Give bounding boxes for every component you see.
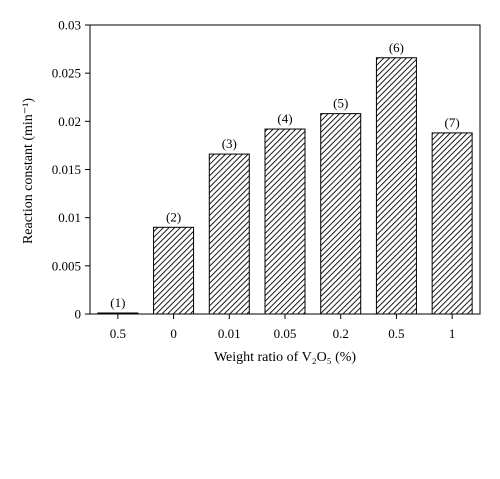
y-axis-title: Reaction constant (min⁻¹) <box>21 98 36 244</box>
y-tick-label: 0.015 <box>52 162 81 177</box>
x-tick-label: 0.2 <box>333 326 349 341</box>
bar-label-2: (2) <box>166 209 181 224</box>
ticks: 0.5 0 0.01 0.05 0.2 0.5 1 0 0.005 0.01 0.015 0.02 0.… <box>52 18 456 342</box>
bar-3 <box>208 153 250 315</box>
x-tick-label: 0.05 <box>274 326 297 341</box>
bar-label-4: (4) <box>277 111 292 126</box>
y-tick-label: 0 <box>75 307 82 322</box>
bar-label-3: (3) <box>222 136 237 151</box>
bar-7 <box>431 132 473 315</box>
y-tick-label: 0.025 <box>52 66 81 81</box>
x-tick-label: 0 <box>170 326 177 341</box>
bar-labels: (1) (2) (3) (4) (5) (6) (7) <box>110 40 459 310</box>
bar-1 <box>97 312 139 315</box>
bar-label-6: (6) <box>389 40 404 55</box>
x-tick-label: 1 <box>449 326 456 341</box>
y-tick-label: 0.02 <box>58 114 81 129</box>
y-tick-label: 0.03 <box>58 18 81 33</box>
y-tick-label: 0.005 <box>52 258 81 273</box>
bars <box>97 57 473 315</box>
y-tick-label: 0.01 <box>58 210 81 225</box>
bar-2 <box>153 226 195 315</box>
bar-6 <box>375 57 417 315</box>
bar-label-1: (1) <box>110 295 125 310</box>
x-tick-label: 0.01 <box>218 326 241 341</box>
bar-5 <box>320 113 362 315</box>
bar-label-7: (7) <box>445 115 460 130</box>
bar-4 <box>264 128 306 315</box>
x-tick-label: 0.5 <box>110 326 126 341</box>
x-tick-label: 0.5 <box>388 326 404 341</box>
bar-label-5: (5) <box>333 96 348 111</box>
x-axis-title: Weight ratio of V₂O₅ (%) <box>214 350 356 365</box>
